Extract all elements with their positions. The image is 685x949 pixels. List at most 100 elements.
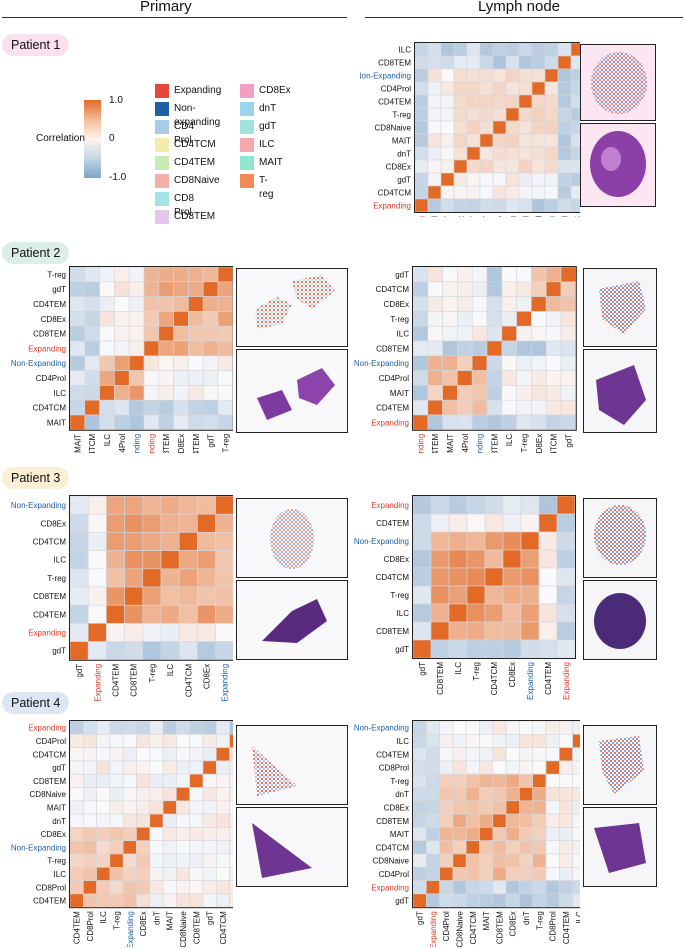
heatmap-row-label: CD4TEM [33, 300, 66, 309]
heatmap-cell-non-expanding-non-expanding [471, 355, 488, 371]
heatmap-col-label: gdT [444, 216, 453, 217]
heatmap-cell-cd4tcm-cd8tem [492, 840, 507, 855]
heatmap-cell-cd4prol-cd8ex [505, 867, 520, 881]
heatmap-cell-gdt-gdt [440, 172, 455, 187]
heatmap-cell-cd8prol-non-expanding [122, 880, 137, 895]
heatmap-cell-ilc-cd8tem [557, 42, 572, 57]
heatmap-cell-cd8tem-non-expanding [544, 55, 559, 70]
heatmap-col-label: CD8Ex [508, 662, 517, 687]
heatmap-cell-gdt-cd4tem [538, 639, 558, 659]
legend-label-mait: MAIT [259, 157, 283, 168]
heatmap-cell-cd8naive-cd8naive [176, 787, 190, 802]
heatmap-cell-expanding-cd4tem [427, 414, 443, 431]
heatmap-frame [69, 495, 233, 661]
heatmap-cell-ilc-t-reg [142, 550, 162, 570]
heatmap-cell-cd8naive-cd4tem [559, 853, 573, 868]
heatmap-cell-gdt-cd8naive [492, 172, 507, 187]
heatmap-cell-cd8naive-cd4tcm [427, 120, 442, 135]
legend-swatch-cd8-prol [155, 192, 169, 206]
heatmap-cell-cd4prol-non-expanding [122, 733, 137, 748]
heatmap-cell-cd4prol-mait [162, 733, 177, 748]
heatmap-cell-cd4tcm-ilc [501, 281, 517, 297]
heatmap-cell-cd8prol-cd8ex [136, 880, 151, 895]
heatmap-row-label: CD4TEM [376, 750, 409, 759]
heatmap-cell-expanding-ilc [160, 623, 180, 642]
heatmap-cell-dnt-cd8ex [505, 787, 520, 802]
legend-label-dnt: dnT [259, 103, 277, 114]
heatmap-cell-mait-cd8ex [505, 827, 520, 842]
heatmap-cell-cd4prol-cd8ex [453, 81, 468, 96]
heatmap-cell-cd8tem-gdt [412, 813, 427, 828]
heatmap-cell-cd8ex-cd4tem [69, 827, 84, 842]
heatmap-cell-cd4tem-cd8ex [505, 747, 520, 762]
heatmap-cell-cd8ex-ilc [99, 311, 115, 327]
heatmap-cell-cd4prol-ilc [570, 81, 580, 96]
legend-label-cd8ex: CD8Ex [259, 85, 291, 96]
heatmap-cell-cd8tem-gdt [440, 55, 455, 70]
heatmap-col-label: CD4Prol [232, 911, 233, 941]
heatmap-cell-cd4tem-expanding [426, 747, 440, 762]
heatmap-row-label: CD8TEM [376, 817, 409, 826]
heatmap-cell-expanding-expanding [556, 495, 576, 515]
heatmap-cell-ilc-cd8tem [158, 385, 174, 401]
heatmap-cell-ilc-t-reg [505, 42, 520, 57]
heatmap-cell-dnt-non-expanding [122, 813, 137, 828]
heatmap-cell-non-expanding-expanding [414, 68, 429, 83]
heatmap-cell-dnt-ilc [96, 813, 111, 828]
legend-label-non-expanding: Non-expanding [174, 103, 221, 128]
heatmap-cell-cd4prol-mait [69, 370, 86, 386]
heatmap-cell-ilc-cd4tem [538, 603, 558, 623]
heatmap-cell-mait-t-reg [109, 800, 124, 815]
heatmap-cell-ilc-cd4tem [69, 867, 84, 881]
heatmap-cell-ilc-cd4tem [106, 550, 125, 570]
legend-swatch-cd4tem [155, 156, 169, 170]
heatmap-cell-mait-mait [162, 800, 177, 815]
heatmap-cell-mait-cd4prol [114, 414, 130, 431]
heatmap-cell-dnt-ilc [570, 146, 580, 161]
heatmap-cell-cd4prol-ilc [501, 370, 517, 386]
heatmap-cell-gdt-mait [479, 172, 494, 187]
tissue-spatial-p3-lymph [583, 498, 657, 578]
heatmap-cell-cd8ex-dnt [519, 800, 533, 815]
heatmap-cell-expanding-cd8tem [158, 340, 174, 357]
heatmap-cell-cd8tem-cd4tcm [178, 586, 198, 606]
heatmap-cell-non-expanding-mait [162, 840, 177, 855]
heatmap-cell-mait-cd4tem [427, 385, 443, 401]
heatmap-cell-gdt-expanding [426, 893, 440, 908]
heatmap-cell-gdt-expanding [556, 639, 576, 659]
heatmap-cell-cd8ex-cd4prol [531, 159, 546, 174]
heatmap-cell-gdt-cd8naive [176, 760, 190, 775]
heatmap-cell-expanding-non-expanding [215, 623, 233, 642]
heatmap-cell-cd8tem-t-reg [516, 340, 532, 357]
heatmap-cell-cd8naive-ilc [572, 853, 580, 868]
heatmap-cell-cd4tcm-expanding [412, 281, 429, 297]
heatmap-cell-ilc-expanding [414, 42, 429, 57]
heatmap-cell-expanding-dnt [149, 720, 164, 735]
colorbar-tick-min: -1.0 [109, 172, 127, 183]
heatmap-cell-cd4tem-ilc [448, 513, 468, 533]
heatmap-cell-cd8naive-non-expanding [544, 120, 559, 135]
heatmap-cell-cd4tem-gdt [560, 399, 577, 416]
heatmap-cell-dnt-mait [479, 146, 494, 161]
heatmap-patient3-primary: Non-Expanding CD8Ex CD4TCM ILC T-reg CD8TEM CD… [11, 495, 233, 701]
heatmap-row-label: gdT [52, 764, 66, 773]
heatmap-row-label: MAIT [390, 389, 409, 398]
heatmap-cell-cd4tcm-expanding [426, 840, 440, 855]
heatmap-patient4-lymph: Non-Expanding ILC CD4TEM CD8Prol T-reg dnT CD8… [354, 720, 580, 947]
heatmap-cell-cd4tem-cd4tcm [216, 893, 230, 908]
heatmap-cell-cd4prol-gdt [202, 733, 217, 748]
heatmap-cell-cd4tem-cd4prol [229, 893, 233, 908]
heatmap-cell-cd8tem-cd8tem [492, 813, 507, 828]
heatmap-cell-gdt-cd4tcm [178, 641, 198, 661]
heatmap-row-label: CD8Naive [375, 124, 412, 133]
heatmap-frame [69, 266, 233, 431]
heatmap-cell-cd8naive-gdt [412, 853, 427, 868]
heatmap-cell-t-reg-cd8tem [158, 266, 174, 283]
heatmap-cell-t-reg-gdt [202, 266, 219, 283]
heatmap-cell-dnt-cd8naive [452, 787, 467, 802]
heatmap-cell-cd8tem-cd4tem [559, 813, 573, 828]
heatmap-cell-t-reg-ilc [448, 585, 468, 605]
heatmap-cell-t-reg-cd8ex [453, 107, 468, 122]
heatmap-cell-cd4tcm-cd4prol [531, 185, 546, 200]
heatmap-cell-ilc-cd8tem [486, 325, 503, 342]
